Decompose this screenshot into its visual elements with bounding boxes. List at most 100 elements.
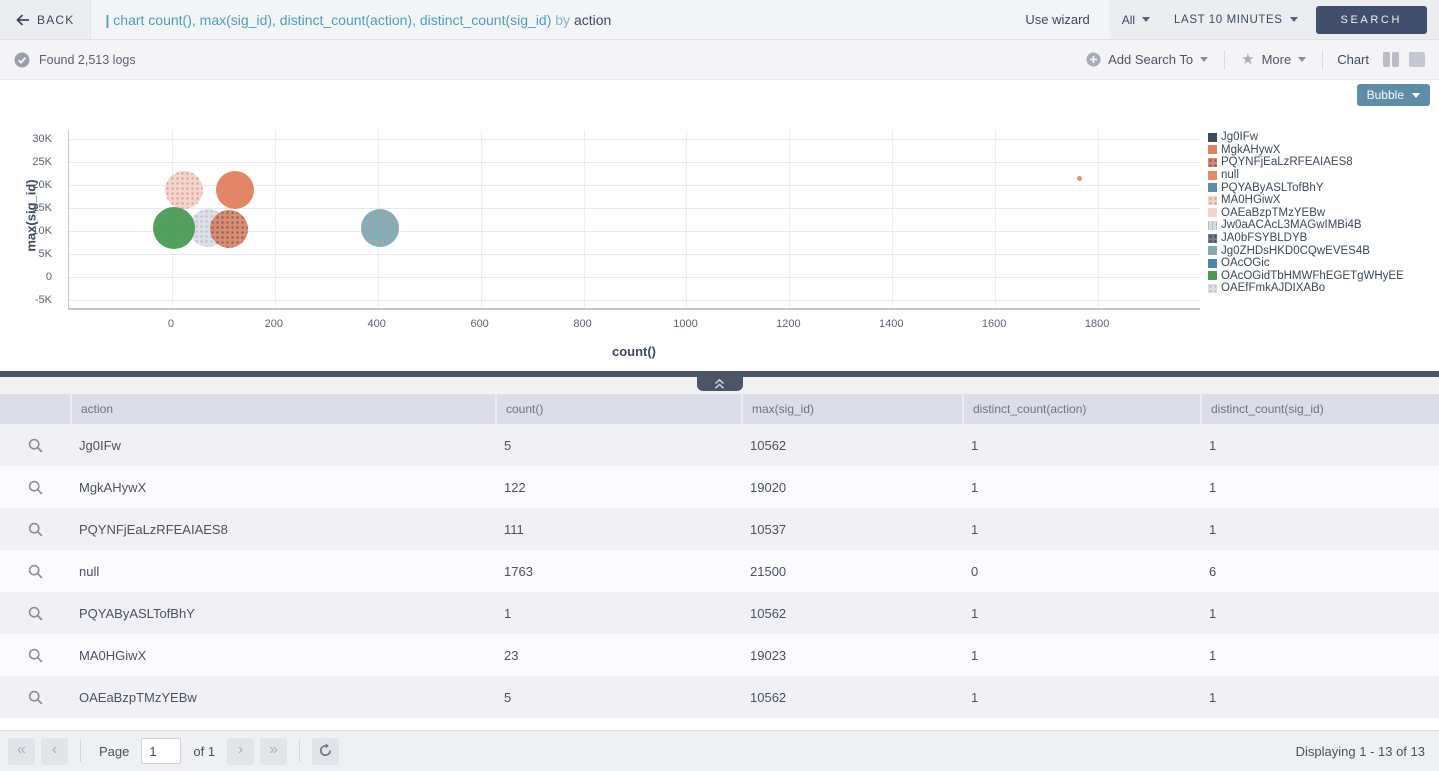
divider [1322,49,1324,70]
legend-item-Jw0aACAcL3MAGwIMBi4B[interactable]: Jw0aACAcL3MAGwIMBi4B [1208,219,1404,232]
legend-item-PQYNFjEaLzRFEAIAES8[interactable]: PQYNFjEaLzRFEAIAES8 [1208,156,1404,169]
legend-item-JA0bFSYBLDYB[interactable]: JA0bFSYBLDYB [1208,232,1404,245]
legend-swatch [1208,195,1217,205]
bubble-MA0HGiwX[interactable] [164,170,203,209]
refresh-button[interactable] [312,737,340,765]
legend-label: PQYAByASLTofBhY [1221,181,1324,194]
gridline [995,130,997,308]
legend-label: PQYNFjEaLzRFEAIAES8 [1221,156,1353,169]
row-search-icon[interactable] [0,690,70,705]
prev-page-button[interactable]: ‹ [41,737,68,765]
table-cell: 21500 [750,563,787,579]
legend-label: OAcOGic [1221,257,1270,270]
next-page-button[interactable]: › [227,737,255,765]
legend-item-null[interactable]: null [1208,169,1404,182]
y-tick-label: 25K [32,156,52,169]
results-toolbar: Found 2,513 logs Add Search To ★ More Ch… [0,40,1439,80]
legend-item-OAcOGic[interactable]: OAcOGic [1208,257,1404,270]
table-cell: 1 [1209,689,1217,705]
x-tick-label: 1200 [776,318,801,330]
legend-swatch [1208,271,1217,281]
add-search-to-button[interactable]: Add Search To [1080,52,1214,67]
table-cell: 111 [504,521,524,537]
scope-dropdown[interactable]: All [1110,13,1162,27]
x-tick-label: 1800 [1084,318,1110,330]
bubble-PQYNFjEaLzRFEAIAES8[interactable] [210,209,249,248]
gridline [480,130,482,308]
row-search-icon[interactable] [0,480,70,495]
legend-item-OAEaBzpTMzYEBw[interactable]: OAEaBzpTMzYEBw [1208,207,1404,220]
gridline [69,139,1200,141]
table-row: Jg0IFw 5 10562 1 1 [0,424,1439,466]
time-range-dropdown[interactable]: LAST 10 MINUTES [1162,14,1310,26]
chart-table-splitter[interactable] [0,371,1439,391]
table-cell: 10562 [750,689,787,705]
chevron-down-icon [1289,17,1298,22]
back-button[interactable]: BACK [0,0,90,39]
row-search-icon[interactable] [0,438,70,453]
page-number-input[interactable] [141,738,182,764]
chevron-down-icon [1142,17,1151,22]
table-cell: 1 [971,479,979,495]
search-button[interactable]: SEARCH [1315,5,1427,34]
gridline [686,130,688,308]
gridline [1098,130,1100,308]
column-header: distinct_count(sig_id) [1200,394,1439,424]
full-view-icon[interactable] [1409,52,1425,67]
table-row: PQYNFjEaLzRFEAIAES8 111 10537 1 1 [0,508,1439,550]
legend-item-OAcOGidTbHMWFhEGETgWHyEE[interactable]: OAcOGidTbHMWFhEGETgWHyEE [1208,270,1404,283]
bubble-null[interactable] [1076,175,1082,181]
x-tick-label: 200 [264,318,283,330]
legend-swatch [1208,170,1217,180]
spacer [0,718,1439,730]
table-cell: 1 [1209,521,1217,537]
y-tick-label: -5K [34,293,52,306]
collapse-handle[interactable] [696,377,743,391]
back-label: BACK [37,12,75,27]
table-cell: 1 [971,521,979,537]
page-of-label: of 1 [193,743,216,759]
chart-type-dropdown[interactable]: Bubble [1356,84,1430,106]
table-cell: 1763 [504,563,533,579]
table-row: OAEaBzpTMzYEBw 5 10562 1 1 [0,676,1439,718]
legend-item-OAEfFmkAJDIXABo[interactable]: OAEfFmkAJDIXABo [1208,282,1404,295]
bubble-OAcOGidTbHMWFhEGETgWHyEE[interactable] [153,207,196,250]
legend-item-Jg0ZHDsHKD0CQwEVES4B[interactable]: Jg0ZHDsHKD0CQwEVES4B [1208,244,1404,257]
table-cell: 10562 [750,605,787,621]
row-search-icon[interactable] [0,606,70,621]
last-page-button[interactable]: » [260,737,288,765]
bubble-MgkAHywX[interactable] [215,170,254,209]
split-view-icon[interactable] [1383,52,1399,67]
row-search-icon[interactable] [0,522,70,537]
table-cell: 5 [504,689,512,705]
bubble-Jg0ZHDsHKD0CQwEVES4B[interactable] [361,209,400,248]
gridline [69,208,1200,210]
bubble-chart: Bubble max(sig_id) 30K 25K 20K 15K 10K 5K 0 -5K… [0,80,1439,371]
table-cell: 19020 [750,479,787,495]
legend-item-MgkAHywX[interactable]: MgkAHywX [1208,144,1404,157]
column-header: distinct_count(action) [962,394,1200,424]
x-axis-title: count() [611,344,657,359]
row-search-icon[interactable] [0,648,70,663]
use-wizard-link[interactable]: Use wizard [1025,12,1090,27]
column-header: count() [495,394,741,424]
gridline [892,130,894,308]
legend-label: OAEaBzpTMzYEBw [1221,206,1326,219]
gridline [789,130,791,308]
query-input[interactable]: | chart count(), max(sig_id), distinct_c… [90,0,1110,39]
legend-item-PQYAByASLTofBhY[interactable]: PQYAByASLTofBhY [1208,181,1404,194]
legend-item-MA0HGiwX[interactable]: MA0HGiwX [1208,194,1404,207]
legend-item-Jg0IFw[interactable]: Jg0IFw [1208,131,1404,144]
row-search-icon[interactable] [0,564,70,579]
chart-type-label: Bubble [1366,88,1404,102]
table-cell: 10537 [750,521,787,537]
divider [80,740,81,762]
table-cell: 5 [504,437,512,453]
legend-swatch [1208,208,1217,218]
table-cell: 1 [1209,647,1217,663]
more-button[interactable]: ★ More [1235,52,1312,67]
first-page-button[interactable]: « [8,737,35,765]
x-tick-label: 800 [573,318,592,330]
table-cell: 1 [971,689,979,705]
magnifier-icon [28,522,42,536]
